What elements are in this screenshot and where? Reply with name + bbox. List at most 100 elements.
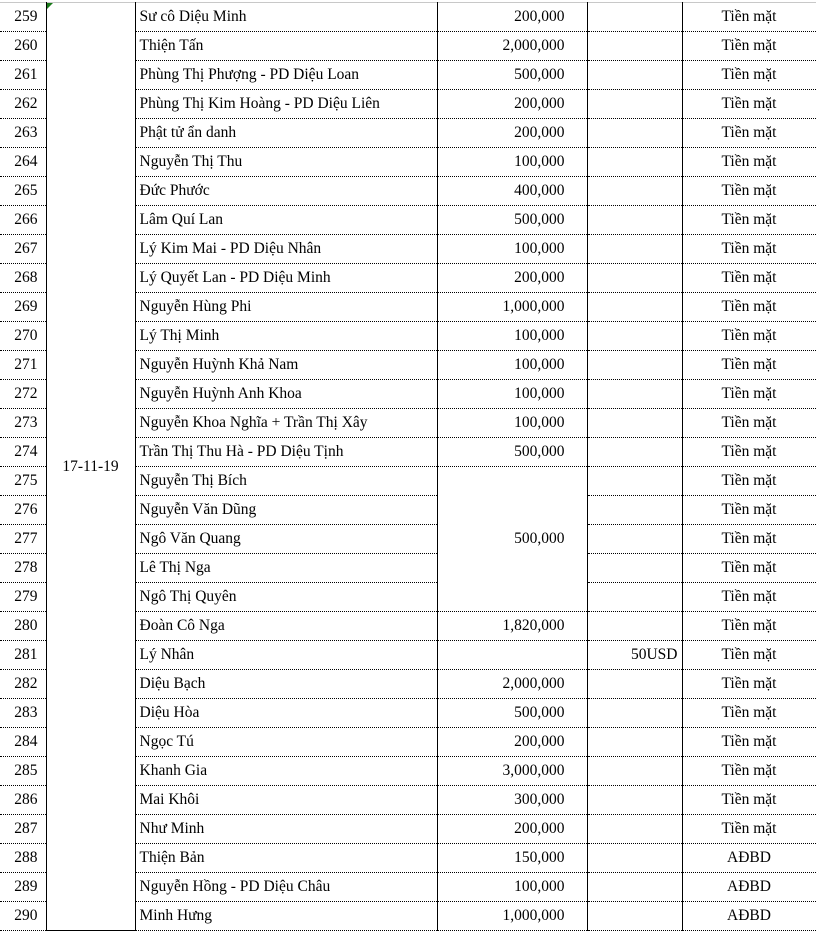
amount-cell[interactable]: 400,000	[437, 176, 588, 206]
payment-method-cell[interactable]: Tiền mặt	[682, 553, 816, 583]
row-number[interactable]: 285	[0, 756, 47, 786]
amount-cell[interactable]: 200,000	[437, 89, 588, 119]
amount-cell[interactable]: 300,000	[437, 785, 588, 815]
usd-amount-cell[interactable]	[587, 756, 683, 786]
usd-amount-cell[interactable]	[587, 524, 683, 554]
payment-method-cell[interactable]: Tiền mặt	[682, 379, 816, 409]
row-number[interactable]: 265	[0, 176, 47, 206]
payment-method-cell[interactable]: Tiền mặt	[682, 524, 816, 554]
row-number[interactable]: 277	[0, 524, 47, 554]
donor-name[interactable]: Như Minh	[135, 814, 438, 844]
donor-name[interactable]: Nguyễn Hùng Phi	[135, 292, 438, 322]
donor-name[interactable]: Đoàn Cô Nga	[135, 611, 438, 641]
donor-name[interactable]: Sư cô Diệu Minh	[135, 2, 438, 32]
usd-amount-cell[interactable]	[587, 147, 683, 177]
usd-amount-cell[interactable]	[587, 31, 683, 61]
usd-amount-cell[interactable]	[587, 263, 683, 293]
payment-method-cell[interactable]: AĐBD	[682, 901, 816, 931]
usd-amount-cell[interactable]	[587, 843, 683, 873]
amount-cell[interactable]: 100,000	[437, 872, 588, 902]
amount-cell[interactable]: 200,000	[437, 263, 588, 293]
usd-amount-cell[interactable]	[587, 379, 683, 409]
amount-cell[interactable]: 100,000	[437, 379, 588, 409]
payment-method-cell[interactable]: Tiền mặt	[682, 727, 816, 757]
donor-name[interactable]: Phùng Thị Phượng - PD Diệu Loan	[135, 60, 438, 90]
payment-method-cell[interactable]: Tiền mặt	[682, 292, 816, 322]
usd-amount-cell[interactable]	[587, 872, 683, 902]
donor-name[interactable]: Phùng Thị Kim Hoàng - PD Diệu Liên	[135, 89, 438, 119]
donor-name[interactable]: Phật tử ẩn danh	[135, 118, 438, 148]
usd-amount-cell[interactable]	[587, 553, 683, 583]
amount-cell[interactable]: 1,000,000	[437, 292, 588, 322]
amount-cell[interactable]: 200,000	[437, 118, 588, 148]
amount-cell[interactable]	[437, 640, 588, 670]
donor-name[interactable]: Diệu Bạch	[135, 669, 438, 699]
payment-method-cell[interactable]: Tiền mặt	[682, 785, 816, 815]
usd-amount-cell[interactable]	[587, 785, 683, 815]
donor-name[interactable]: Đức Phước	[135, 176, 438, 206]
row-number[interactable]: 283	[0, 698, 47, 728]
donor-name[interactable]: Lý Quyết Lan - PD Diệu Minh	[135, 263, 438, 293]
donor-name[interactable]: Trần Thị Thu Hà - PD Diệu Tịnh	[135, 437, 438, 467]
amount-cell[interactable]: 500,000	[437, 698, 588, 728]
usd-amount-cell[interactable]	[587, 814, 683, 844]
usd-amount-cell[interactable]	[587, 89, 683, 119]
row-number[interactable]: 287	[0, 814, 47, 844]
payment-method-cell[interactable]: Tiền mặt	[682, 698, 816, 728]
payment-method-cell[interactable]: Tiền mặt	[682, 321, 816, 351]
row-number[interactable]: 275	[0, 466, 47, 496]
donor-name[interactable]: Nguyễn Thị Thu	[135, 147, 438, 177]
usd-amount-cell[interactable]	[587, 205, 683, 235]
donor-name[interactable]: Nguyễn Huỳnh Anh Khoa	[135, 379, 438, 409]
date-cell[interactable]: 17-11-19	[46, 2, 136, 931]
amount-cell-merged[interactable]: 500,000	[437, 466, 588, 612]
usd-amount-cell[interactable]	[587, 176, 683, 206]
row-number[interactable]: 280	[0, 611, 47, 641]
amount-cell[interactable]: 100,000	[437, 234, 588, 264]
amount-cell[interactable]: 500,000	[437, 205, 588, 235]
amount-cell[interactable]: 100,000	[437, 408, 588, 438]
donor-name[interactable]: Thiện Bản	[135, 843, 438, 873]
donor-name[interactable]: Ngô Thị Quyên	[135, 582, 438, 612]
amount-cell[interactable]: 200,000	[437, 727, 588, 757]
usd-amount-cell[interactable]	[587, 350, 683, 380]
donor-name[interactable]: Diệu Hòa	[135, 698, 438, 728]
usd-amount-cell[interactable]	[587, 292, 683, 322]
row-number[interactable]: 269	[0, 292, 47, 322]
amount-cell[interactable]: 100,000	[437, 321, 588, 351]
usd-amount-cell[interactable]	[587, 727, 683, 757]
payment-method-cell[interactable]: Tiền mặt	[682, 176, 816, 206]
usd-amount-cell[interactable]	[587, 901, 683, 931]
donor-name[interactable]: Minh Hưng	[135, 901, 438, 931]
donor-name[interactable]: Nguyễn Hồng - PD Diệu Châu	[135, 872, 438, 902]
usd-amount-cell[interactable]	[587, 321, 683, 351]
usd-amount-cell[interactable]	[587, 582, 683, 612]
donor-name[interactable]: Nguyễn Văn Dũng	[135, 495, 438, 525]
usd-amount-cell[interactable]	[587, 408, 683, 438]
row-number[interactable]: 272	[0, 379, 47, 409]
payment-method-cell[interactable]: Tiền mặt	[682, 669, 816, 699]
row-number[interactable]: 264	[0, 147, 47, 177]
row-number[interactable]: 267	[0, 234, 47, 264]
donor-name[interactable]: Lâm Quí Lan	[135, 205, 438, 235]
usd-amount-cell[interactable]	[587, 2, 683, 32]
amount-cell[interactable]: 200,000	[437, 814, 588, 844]
donor-name[interactable]: Thiện Tấn	[135, 31, 438, 61]
usd-amount-cell[interactable]	[587, 495, 683, 525]
row-number[interactable]: 281	[0, 640, 47, 670]
row-number[interactable]: 289	[0, 872, 47, 902]
donor-name[interactable]: Ngọc Tú	[135, 727, 438, 757]
donor-name[interactable]: Ngô Văn Quang	[135, 524, 438, 554]
payment-method-cell[interactable]: Tiền mặt	[682, 234, 816, 264]
payment-method-cell[interactable]: Tiền mặt	[682, 582, 816, 612]
donor-name[interactable]: Lê Thị Nga	[135, 553, 438, 583]
amount-cell[interactable]: 200,000	[437, 2, 588, 32]
amount-cell[interactable]: 500,000	[437, 437, 588, 467]
payment-method-cell[interactable]: Tiền mặt	[682, 2, 816, 32]
row-number[interactable]: 268	[0, 263, 47, 293]
amount-cell[interactable]: 1,820,000	[437, 611, 588, 641]
payment-method-cell[interactable]: Tiền mặt	[682, 89, 816, 119]
donor-name[interactable]: Mai Khôi	[135, 785, 438, 815]
payment-method-cell[interactable]: Tiền mặt	[682, 118, 816, 148]
row-number[interactable]: 262	[0, 89, 47, 119]
